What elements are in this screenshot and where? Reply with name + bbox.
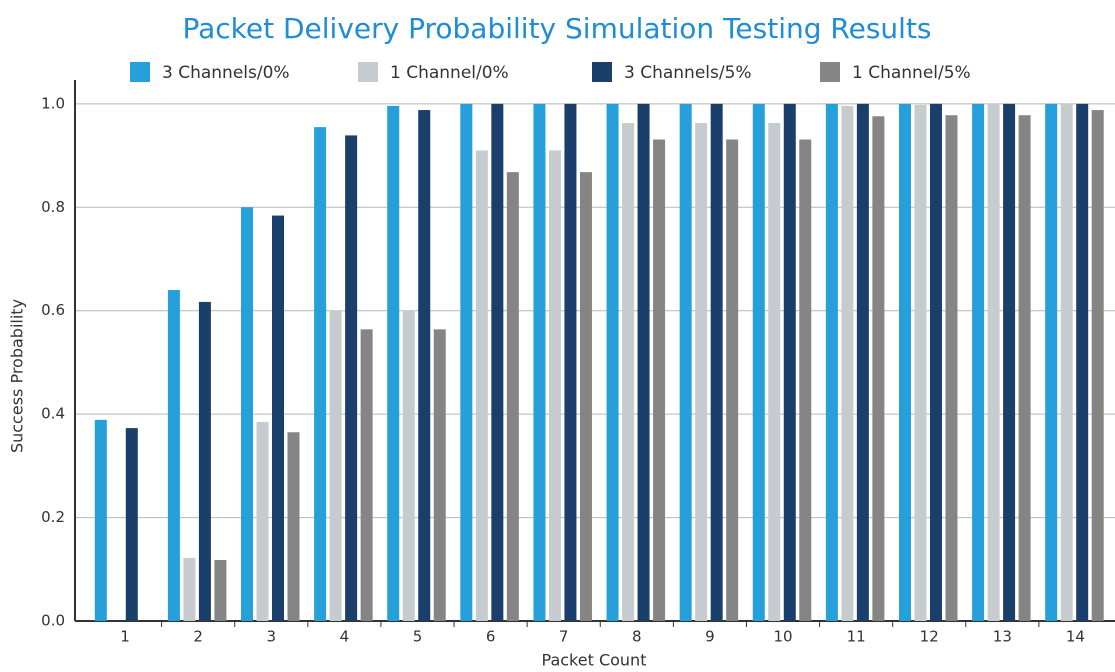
legend-label: 3 Channels/0% bbox=[162, 63, 290, 83]
bar bbox=[387, 105, 400, 621]
legend-swatch bbox=[130, 62, 150, 82]
bar bbox=[548, 150, 561, 621]
bar bbox=[214, 559, 227, 621]
y-tick-label: 0.4 bbox=[41, 405, 65, 423]
bar bbox=[418, 110, 431, 621]
bar bbox=[314, 127, 327, 621]
y-tick-label: 0.0 bbox=[41, 612, 65, 630]
x-tick-label: 4 bbox=[340, 628, 350, 646]
legend-label: 3 Channels/5% bbox=[624, 63, 752, 83]
bar bbox=[460, 103, 473, 622]
bar bbox=[898, 103, 911, 622]
bar bbox=[752, 103, 765, 622]
legend-swatch bbox=[358, 62, 378, 82]
y-axis-label: Success Probability bbox=[8, 299, 27, 453]
bar bbox=[506, 172, 519, 621]
x-tick-label: 8 bbox=[632, 628, 642, 646]
bar bbox=[198, 301, 211, 621]
bar bbox=[475, 150, 488, 621]
bar bbox=[872, 116, 885, 622]
x-tick-label: 2 bbox=[193, 628, 203, 646]
bar bbox=[914, 104, 927, 622]
bar bbox=[167, 290, 180, 621]
bar bbox=[768, 122, 781, 622]
x-tick-label: 9 bbox=[705, 628, 715, 646]
bar bbox=[402, 310, 415, 621]
bar bbox=[679, 103, 692, 622]
bar bbox=[1018, 115, 1031, 621]
bar bbox=[783, 103, 796, 622]
legend-label: 1 Channel/5% bbox=[852, 63, 971, 83]
bar bbox=[710, 103, 723, 622]
legend-label: 1 Channel/0% bbox=[390, 63, 509, 83]
bar bbox=[272, 215, 285, 621]
x-tick-label: 11 bbox=[847, 628, 866, 646]
bar bbox=[533, 103, 546, 622]
bar bbox=[799, 139, 812, 622]
bar bbox=[287, 432, 300, 621]
x-tick-label: 1 bbox=[120, 628, 130, 646]
bar bbox=[622, 122, 635, 622]
bar bbox=[929, 103, 942, 622]
bar bbox=[183, 557, 196, 621]
x-tick-label: 10 bbox=[773, 628, 792, 646]
chart-title: Packet Delivery Probability Simulation T… bbox=[182, 12, 931, 45]
legend-swatch bbox=[592, 62, 612, 82]
bar bbox=[972, 103, 985, 622]
bar bbox=[491, 103, 504, 622]
bar bbox=[695, 122, 708, 622]
bar bbox=[329, 310, 342, 621]
bar bbox=[987, 103, 1000, 622]
bar bbox=[125, 428, 138, 621]
bar bbox=[256, 421, 269, 621]
bar bbox=[1060, 103, 1073, 622]
bar bbox=[606, 103, 619, 622]
bar bbox=[241, 207, 254, 622]
bar bbox=[564, 103, 577, 622]
bar bbox=[726, 139, 739, 622]
bar bbox=[637, 103, 650, 622]
x-tick-label: 3 bbox=[266, 628, 276, 646]
bar bbox=[653, 139, 666, 622]
x-tick-label: 13 bbox=[993, 628, 1012, 646]
bar bbox=[433, 329, 446, 621]
bar bbox=[841, 105, 854, 621]
x-tick-label: 12 bbox=[920, 628, 939, 646]
y-tick-label: 0.8 bbox=[41, 198, 65, 216]
bar bbox=[360, 329, 373, 621]
y-tick-label: 1.0 bbox=[41, 94, 65, 112]
bar bbox=[579, 172, 592, 621]
bar bbox=[345, 135, 358, 621]
bar bbox=[856, 103, 869, 622]
x-tick-label: 14 bbox=[1066, 628, 1085, 646]
x-tick-label: 7 bbox=[559, 628, 569, 646]
bar bbox=[1091, 110, 1104, 621]
x-tick-label: 5 bbox=[413, 628, 423, 646]
legend-swatch bbox=[820, 62, 840, 82]
bar bbox=[1003, 103, 1016, 622]
bar bbox=[945, 115, 958, 621]
x-axis-label: Packet Count bbox=[542, 651, 647, 670]
bar bbox=[1076, 103, 1089, 622]
bar bbox=[825, 103, 838, 622]
y-tick-label: 0.2 bbox=[41, 508, 65, 526]
bar bbox=[94, 419, 107, 621]
bar bbox=[1045, 103, 1058, 622]
x-tick-label: 6 bbox=[486, 628, 496, 646]
y-tick-label: 0.6 bbox=[41, 301, 65, 319]
